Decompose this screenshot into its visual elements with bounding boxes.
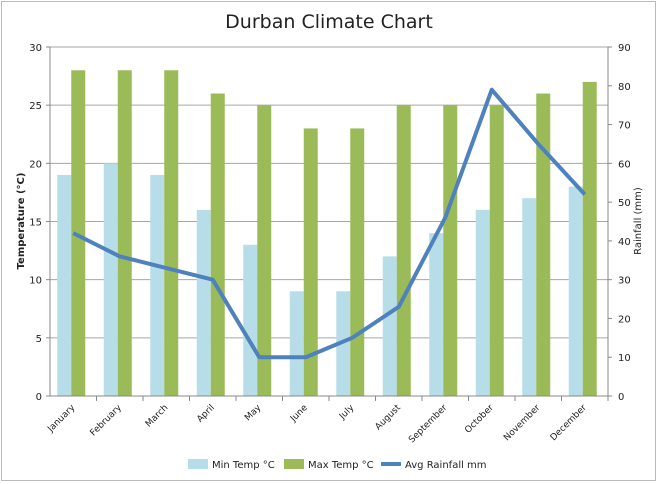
y2-tick-label: 50 [618,198,631,209]
x-tick-label: September [407,403,449,445]
bar-min-temp [522,198,537,396]
bar-min-temp [475,209,490,396]
bar-max-temp [210,93,225,397]
x-tick-label: January [45,403,77,435]
bar-max-temp [443,105,458,397]
y2-tick-label: 60 [618,159,631,170]
bar-max-temp [303,128,318,396]
bar-max-temp [164,70,179,397]
bar-min-temp [103,163,118,396]
bar-min-temp [243,244,258,396]
x-tick-label: February [89,403,125,439]
bar-min-temp [196,209,211,396]
bar-max-temp [117,70,132,397]
bar-max-temp [582,81,597,397]
bar-min-temp [568,186,583,396]
y-tick-label: 30 [29,43,42,54]
y2-tick-label: 0 [618,392,624,403]
rainfall-line [72,87,587,360]
bar-min-temp [150,174,165,396]
legend-label: Min Temp °C [212,460,275,471]
x-tick-label: October [463,403,496,436]
x-tick-label: May [243,403,264,424]
bar-min-temp [289,291,304,396]
y2-axis-label: Rainfall (mm) [633,187,644,255]
bar-max-temp [71,70,86,397]
y-tick-label: 20 [29,159,42,170]
y-tick-label: 10 [29,276,42,287]
legend-swatch [284,459,304,469]
chart-title: Durban Climate Chart [225,11,433,33]
x-tick-label: March [144,403,170,429]
legend-label: Max Temp °C [308,460,374,471]
x-tick-label: December [549,403,589,443]
bar-max-temp [257,105,272,397]
y2-tick-label: 70 [618,121,631,132]
y2-tick-label: 40 [618,237,631,248]
bar-max-temp [396,105,411,397]
y2-tick-label: 10 [618,353,631,364]
x-tick-label: August [374,403,404,433]
x-tick-label: April [195,403,217,425]
x-tick-label: July [337,403,357,423]
bar-min-temp [382,256,397,396]
y-axis-label: Temperature (°C) [16,173,27,270]
y-tick-label: 15 [29,218,42,229]
y-tick-label: 5 [36,334,42,345]
bar-min-temp [57,174,72,396]
legend-label: Avg Rainfall mm [405,460,487,471]
y2-tick-label: 20 [618,314,631,325]
bar-min-temp [429,233,444,396]
x-tick-label: June [288,403,310,425]
x-tick-label: November [502,403,542,443]
y2-tick-label: 30 [618,276,631,287]
y-tick-label: 25 [29,101,42,112]
bar-max-temp [350,128,365,396]
y2-tick-label: 80 [618,82,631,93]
bar-max-temp [536,93,551,397]
bar-max-temp [489,105,504,397]
y2-tick-label: 90 [618,43,631,54]
y-tick-label: 0 [36,392,42,403]
legend-swatch [188,459,208,469]
